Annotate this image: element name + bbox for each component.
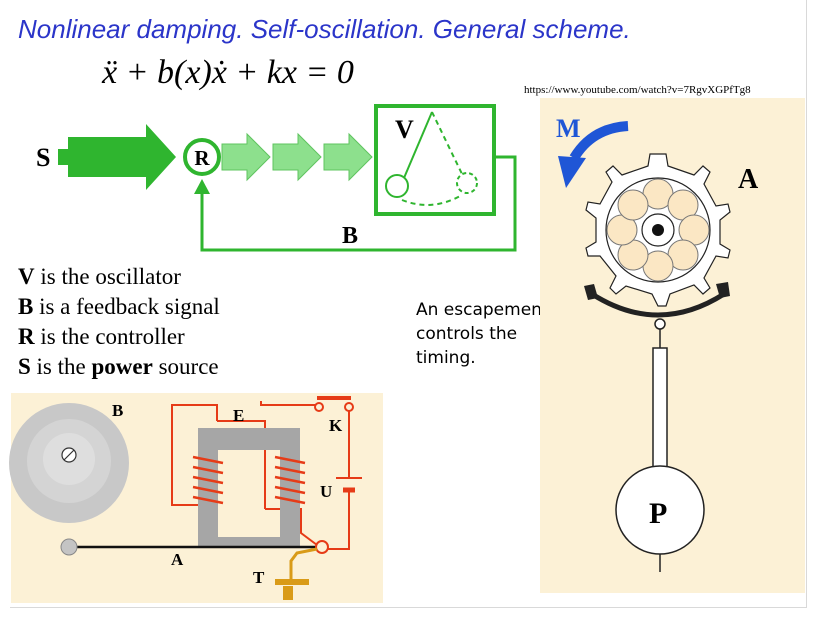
circuit-wire (260, 401, 317, 406)
electric-bell-diagram: B E K U A T (9, 393, 383, 603)
anchor-pallet (716, 282, 730, 298)
legend-row-controller: R is the controller (18, 324, 185, 349)
armature-plate (198, 537, 300, 546)
circuit-wire (322, 490, 350, 550)
feedback-line (200, 155, 517, 252)
contact-screw (275, 579, 309, 585)
bell-screw-slot (63, 449, 75, 461)
motion-arrow-head (558, 156, 586, 188)
bell-label: B (112, 401, 123, 420)
slide-border-bottom (10, 607, 806, 608)
electromagnet-label: E (233, 406, 244, 425)
circuit-wire (217, 420, 266, 509)
contact-spring (289, 547, 318, 583)
coil (274, 455, 306, 505)
anchor-pivot (654, 318, 666, 330)
pendulum-rod (652, 347, 668, 479)
anchor-arm (590, 291, 726, 318)
armature-label: A (171, 550, 184, 569)
oscillator-box (374, 104, 496, 216)
feedback-label: B (342, 223, 358, 249)
source-line (58, 149, 68, 165)
circuit-wire (171, 404, 218, 506)
armature-pivot (315, 540, 329, 554)
feedback-arrowhead (194, 179, 210, 194)
equation: ẍ + b(x)ẋ + kx = 0 (102, 54, 354, 91)
battery-label: U (320, 482, 332, 501)
pendulum-label: P (649, 497, 667, 530)
pendulum-bob-dashed (456, 172, 478, 194)
anchor-pallet (584, 284, 598, 300)
legend-row-source: S is the power source (18, 354, 219, 379)
escapement-diagram: M A P (540, 98, 805, 593)
contact-screw (283, 586, 293, 600)
controller-label: R (194, 146, 210, 170)
wheel-axle (652, 224, 664, 236)
wheel-hole (617, 189, 649, 221)
escapement-note: An escapement controls the timing. (416, 300, 549, 368)
coil (192, 455, 224, 505)
motion-label: M (556, 114, 581, 143)
source-url[interactable]: https://www.youtube.com/watch?v=7RgvXGPf… (524, 84, 751, 96)
hammer-ball (60, 538, 78, 556)
slide-title: Nonlinear damping. Self-oscillation. Gen… (18, 14, 631, 44)
pendulum-rod (403, 111, 433, 179)
signal-chevron (221, 132, 271, 182)
slide-border-right (806, 0, 807, 608)
pendulum-bob (385, 174, 409, 198)
motion-arrow-body (569, 121, 629, 161)
legend-row-feedback: B is a feedback signal (18, 294, 220, 319)
power-arrow (68, 124, 176, 190)
escape-wheel (585, 153, 731, 307)
escape-wheel-label: A (738, 164, 759, 195)
signal-chevron (272, 132, 322, 182)
key-label: K (329, 416, 343, 435)
pendulum-rod-dashed (431, 111, 463, 175)
oscillator-label: V (395, 115, 414, 144)
swing-arc (401, 194, 463, 206)
signal-chevron (323, 132, 373, 182)
controller-circle (183, 138, 221, 176)
key-contact (314, 402, 324, 412)
key-contact (344, 402, 354, 412)
contact-label: T (253, 568, 265, 587)
legend-row-oscillator: V is the oscillator (18, 264, 181, 289)
source-label: S (36, 143, 50, 172)
feedback-scheme: S R V B (36, 104, 517, 252)
electromagnet-core (198, 428, 300, 450)
legend: V is the oscillator B is a feedback sign… (18, 262, 220, 382)
